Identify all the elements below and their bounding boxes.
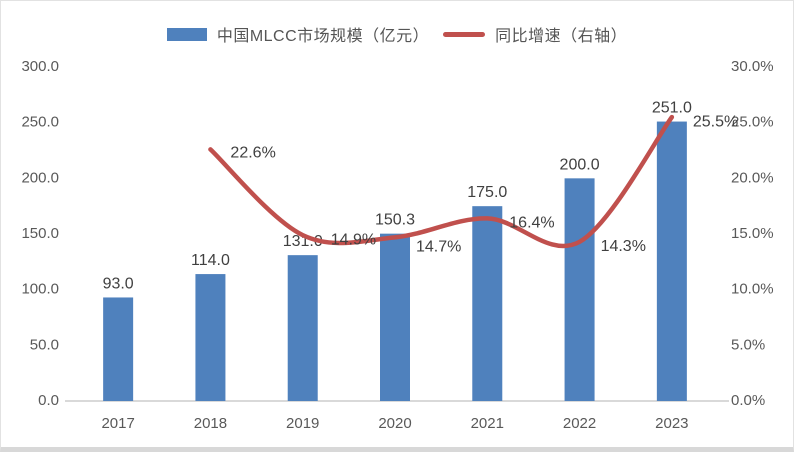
bar-label-2020: 150.3 bbox=[375, 212, 415, 229]
left-axis-tick-1: 50.0 bbox=[30, 336, 59, 353]
left-axis-tick-2: 100.0 bbox=[21, 281, 59, 298]
x-label-2020: 2020 bbox=[378, 415, 411, 432]
right-axis-tick-0: 0.0% bbox=[731, 392, 765, 409]
bar-series-swatch-icon bbox=[166, 27, 207, 41]
line-label-2023: 25.5% bbox=[693, 113, 738, 130]
left-axis-tick-5: 250.0 bbox=[21, 114, 59, 131]
line-label-2022: 14.3% bbox=[601, 238, 646, 255]
right-axis-tick-2: 10.0% bbox=[731, 281, 774, 298]
right-axis-tick-3: 15.0% bbox=[731, 225, 774, 242]
left-axis-tick-6: 300.0 bbox=[21, 58, 59, 75]
right-axis-tick-4: 20.0% bbox=[731, 169, 774, 186]
bar-label-2017: 93.0 bbox=[103, 275, 134, 292]
chart-legend: 中国MLCC市场规模（亿元） 同比增速（右轴） bbox=[1, 22, 793, 46]
bar-2018 bbox=[195, 274, 226, 401]
bar-label-2021: 175.0 bbox=[467, 184, 507, 201]
right-axis-tick-1: 5.0% bbox=[731, 336, 765, 353]
bar-2023 bbox=[656, 121, 687, 401]
right-axis-tick-5: 25.0% bbox=[731, 114, 774, 131]
bar-2021 bbox=[472, 206, 503, 401]
x-label-2017: 2017 bbox=[101, 415, 134, 432]
bar-2017 bbox=[103, 297, 134, 401]
right-axis-tick-6: 30.0% bbox=[731, 58, 774, 75]
x-label-2019: 2019 bbox=[286, 415, 319, 432]
bar-2019 bbox=[287, 255, 318, 401]
line-label-2019: 14.9% bbox=[331, 231, 376, 248]
legend-item-market-size: 中国MLCC市场规模（亿元） bbox=[166, 22, 430, 46]
growth-rate-line bbox=[208, 114, 675, 249]
line-label-2021: 16.4% bbox=[509, 215, 554, 232]
left-axis-tick-4: 200.0 bbox=[21, 169, 59, 186]
legend-label-growth-rate: 同比增速（右轴） bbox=[495, 28, 628, 45]
line-label-2020: 14.7% bbox=[416, 239, 461, 256]
line-label-2018: 22.6% bbox=[230, 145, 275, 162]
left-axis-tick-0: 0.0 bbox=[38, 392, 59, 409]
bar-2022 bbox=[564, 178, 595, 401]
x-label-2022: 2022 bbox=[563, 415, 596, 432]
legend-label-market-size: 中国MLCC市场规模（亿元） bbox=[216, 28, 430, 45]
x-label-2023: 2023 bbox=[655, 415, 688, 432]
bar-label-2022: 200.0 bbox=[560, 156, 600, 173]
bar-label-2018: 114.0 bbox=[191, 252, 230, 269]
x-label-2018: 2018 bbox=[194, 415, 227, 432]
legend-item-growth-rate: 同比增速（右轴） bbox=[443, 22, 627, 46]
bar-label-2023: 251.0 bbox=[652, 100, 692, 117]
bar-2020 bbox=[380, 233, 410, 401]
line-series-swatch-icon bbox=[443, 31, 486, 37]
x-label-2021: 2021 bbox=[471, 415, 504, 432]
left-axis-tick-3: 150.0 bbox=[21, 225, 59, 242]
